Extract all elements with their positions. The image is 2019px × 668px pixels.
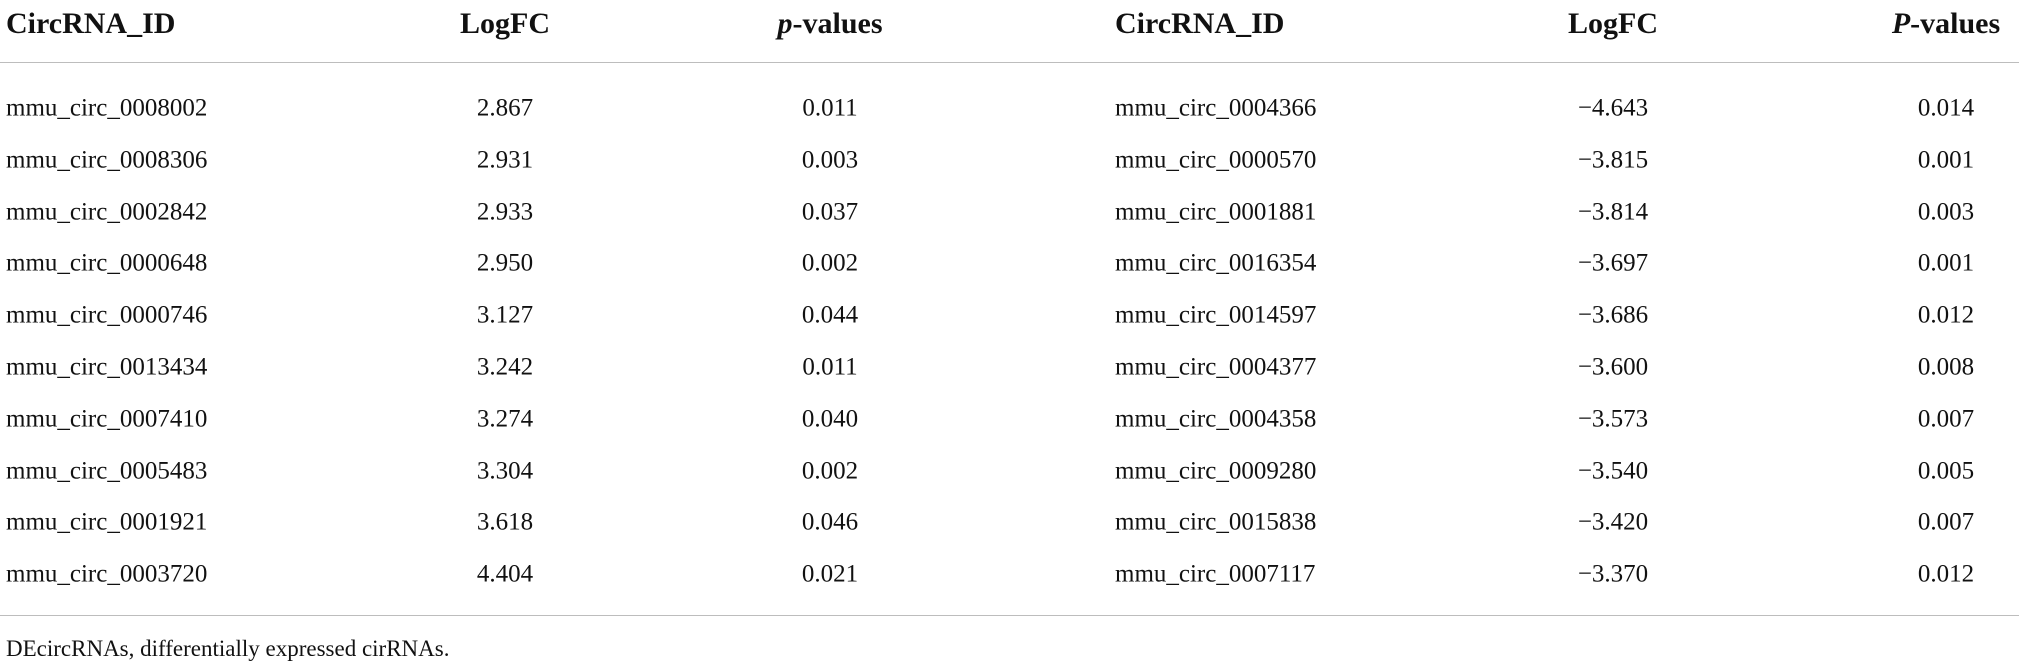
table-cell: 0.008 (1917, 353, 1975, 381)
table-cell: 2.931 (476, 146, 534, 174)
table-cell: mmu_circ_0015838 (1115, 508, 1317, 536)
table-cell: −4.643 (1577, 94, 1649, 122)
table-cell: 2.933 (476, 198, 534, 226)
table-cell: −3.697 (1577, 249, 1649, 277)
table-cell: mmu_circ_0000746 (6, 301, 208, 329)
table-cell: mmu_circ_0004358 (1115, 405, 1317, 433)
column-header: LogFC (1568, 7, 1658, 40)
table-cell: mmu_circ_0007117 (1115, 560, 1316, 588)
table-cell: mmu_circ_0000570 (1115, 146, 1317, 174)
table-cell: mmu_circ_0008002 (6, 94, 208, 122)
column-header: p-values (777, 7, 883, 40)
table-cell: 0.001 (1917, 249, 1975, 277)
table-cell: 0.007 (1917, 508, 1975, 536)
table-cell: mmu_circ_0009280 (1115, 457, 1317, 485)
table-cell: 0.046 (801, 508, 859, 536)
table-cell: mmu_circ_0004377 (1115, 353, 1317, 381)
table-cell: mmu_circ_0016354 (1115, 249, 1317, 277)
table-cell: 2.950 (476, 249, 534, 277)
table-cell: 0.007 (1917, 405, 1975, 433)
table-cell: 0.011 (802, 94, 858, 122)
table-cell: 2.867 (476, 94, 534, 122)
table-cell: 3.127 (476, 301, 534, 329)
table-cell: mmu_circ_0001881 (1115, 198, 1317, 226)
table-cell: mmu_circ_0003720 (6, 560, 208, 588)
table-cell: −3.540 (1577, 457, 1649, 485)
table-cell: 0.012 (1917, 301, 1975, 329)
table-cell: −3.573 (1577, 405, 1649, 433)
header-rule (0, 62, 2019, 63)
column-header: CircRNA_ID (1115, 7, 1285, 40)
table-cell: 3.242 (476, 353, 534, 381)
table-cell: 0.040 (801, 405, 859, 433)
table-cell: mmu_circ_0007410 (6, 405, 208, 433)
table-cell: mmu_circ_0008306 (6, 146, 208, 174)
table-cell: 0.002 (801, 457, 859, 485)
table-cell: 0.005 (1917, 457, 1975, 485)
column-header: CircRNA_ID (6, 7, 176, 40)
table-cell: 0.001 (1917, 146, 1975, 174)
table-cell: 0.014 (1917, 94, 1975, 122)
table-cell: −3.600 (1577, 353, 1649, 381)
table-cell: 3.304 (476, 457, 534, 485)
table-cell: 4.404 (476, 560, 534, 588)
table-cell: −3.420 (1577, 508, 1649, 536)
table-cell: 0.011 (802, 353, 858, 381)
table-cell: 0.037 (801, 198, 859, 226)
table-cell: 0.002 (801, 249, 859, 277)
table-cell: 3.618 (476, 508, 534, 536)
table-cell: 0.021 (801, 560, 859, 588)
table-cell: mmu_circ_0013434 (6, 353, 208, 381)
table-cell: 0.044 (801, 301, 859, 329)
table-cell: 0.012 (1917, 560, 1975, 588)
table-cell: mmu_circ_0004366 (1115, 94, 1317, 122)
column-header: LogFC (460, 7, 550, 40)
table-cell: −3.686 (1577, 301, 1649, 329)
footnote: DEcircRNAs, differentially expressed cir… (6, 636, 450, 661)
table-cell: 0.003 (1917, 198, 1975, 226)
table-cell: −3.815 (1577, 146, 1649, 174)
table-cell: 3.274 (476, 405, 534, 433)
table-cell: mmu_circ_0005483 (6, 457, 208, 485)
table-cell: −3.370 (1577, 560, 1649, 588)
table-cell: −3.814 (1577, 198, 1649, 226)
table-cell: 0.003 (801, 146, 859, 174)
column-header: P-values (1891, 7, 2001, 40)
table-cell: mmu_circ_0001921 (6, 508, 208, 536)
table-cell: mmu_circ_0000648 (6, 249, 208, 277)
table-cell: mmu_circ_0002842 (6, 198, 208, 226)
table-cell: mmu_circ_0014597 (1115, 301, 1317, 329)
bottom-rule (0, 615, 2019, 616)
